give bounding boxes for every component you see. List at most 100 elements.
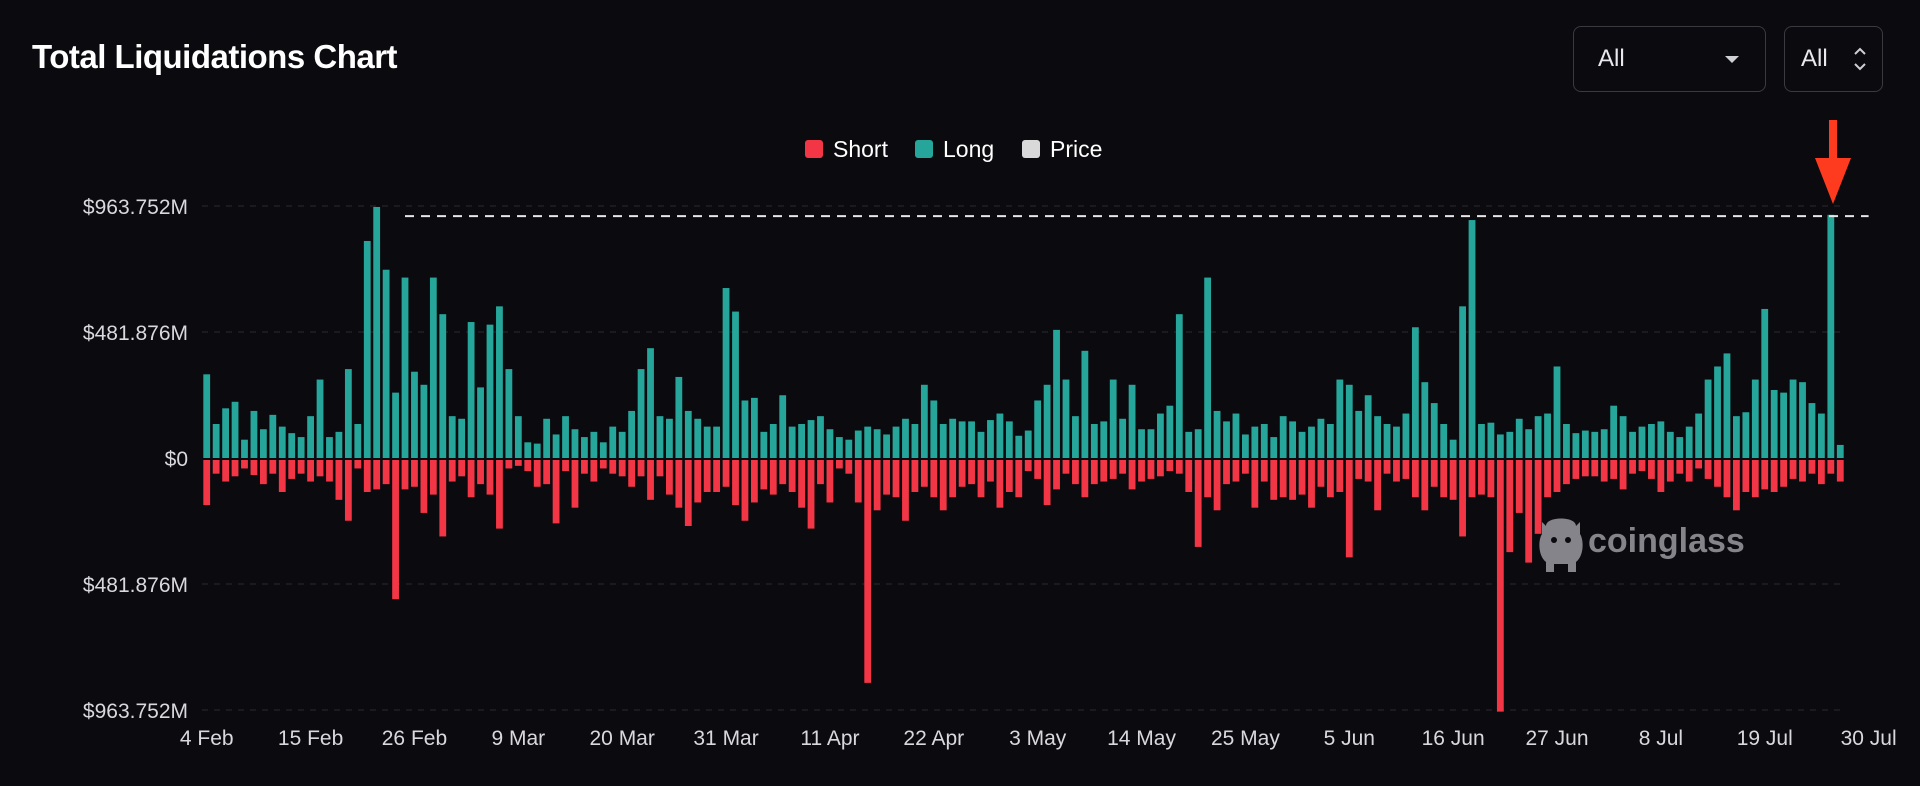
short-bar[interactable] <box>259 460 267 485</box>
long-bar[interactable] <box>288 433 296 458</box>
long-bar[interactable] <box>581 437 588 458</box>
short-bar[interactable] <box>647 460 654 500</box>
long-bar[interactable] <box>222 408 230 458</box>
short-bar[interactable] <box>1213 460 1221 511</box>
short-bar[interactable] <box>477 460 484 485</box>
long-bar[interactable] <box>477 387 484 458</box>
short-bar[interactable] <box>1544 460 1551 498</box>
short-bar[interactable] <box>883 460 890 495</box>
exchange-select[interactable]: All <box>1784 26 1883 92</box>
long-bar[interactable] <box>1430 403 1438 458</box>
short-bar[interactable] <box>807 460 815 529</box>
long-bar[interactable] <box>741 400 749 458</box>
long-bar[interactable] <box>363 240 371 458</box>
short-bar[interactable] <box>1487 460 1495 498</box>
long-bar[interactable] <box>807 420 815 458</box>
short-bar[interactable] <box>326 460 333 482</box>
long-bar[interactable] <box>1478 424 1485 458</box>
long-bar[interactable] <box>684 410 692 458</box>
long-bar[interactable] <box>203 374 211 458</box>
short-bar[interactable] <box>1666 460 1674 482</box>
long-bar[interactable] <box>533 443 541 458</box>
long-bar[interactable] <box>401 277 409 458</box>
long-bar[interactable] <box>1411 327 1419 458</box>
short-bar[interactable] <box>1043 460 1051 506</box>
short-bar[interactable] <box>1506 460 1514 553</box>
short-bar[interactable] <box>420 460 428 513</box>
short-bar[interactable] <box>401 460 409 490</box>
long-bar[interactable] <box>1232 413 1240 458</box>
short-bar[interactable] <box>779 460 787 485</box>
long-bar[interactable] <box>609 426 617 458</box>
short-bar[interactable] <box>439 460 447 537</box>
short-bar[interactable] <box>873 460 881 511</box>
long-bar[interactable] <box>958 421 966 458</box>
short-bar[interactable] <box>1034 460 1042 479</box>
long-bar[interactable] <box>1742 412 1750 458</box>
long-bar[interactable] <box>1090 424 1098 458</box>
short-bar[interactable] <box>505 460 513 469</box>
long-bar[interactable] <box>1393 426 1400 458</box>
long-bar[interactable] <box>977 431 985 458</box>
short-bar[interactable] <box>1317 460 1325 487</box>
short-bar[interactable] <box>1685 460 1693 482</box>
long-bar[interactable] <box>798 424 805 458</box>
short-bar[interactable] <box>1676 460 1684 474</box>
long-bar[interactable] <box>713 426 721 458</box>
short-bar[interactable] <box>514 460 522 466</box>
long-bar[interactable] <box>1223 421 1230 458</box>
short-bar[interactable] <box>1468 460 1476 498</box>
long-bar[interactable] <box>505 369 513 458</box>
short-bar[interactable] <box>392 460 399 600</box>
short-bar[interactable] <box>307 460 314 482</box>
long-bar[interactable] <box>552 434 560 458</box>
long-bar[interactable] <box>1761 308 1769 458</box>
short-bar[interactable] <box>212 460 220 474</box>
short-bar[interactable] <box>1591 460 1599 477</box>
short-bar[interactable] <box>826 460 834 503</box>
short-bar[interactable] <box>854 460 862 503</box>
short-bar[interactable] <box>845 460 853 474</box>
long-bar[interactable] <box>1383 424 1391 458</box>
long-bar[interactable] <box>1808 403 1816 458</box>
long-bar[interactable] <box>788 426 796 458</box>
short-bar[interactable] <box>1534 460 1542 534</box>
long-bar[interactable] <box>1298 431 1306 458</box>
long-bar[interactable] <box>1251 426 1259 458</box>
short-bar[interactable] <box>1175 460 1183 474</box>
long-bar[interactable] <box>1836 444 1844 458</box>
short-bar[interactable] <box>1619 460 1627 490</box>
long-bar[interactable] <box>750 397 758 458</box>
long-bar[interactable] <box>1827 214 1835 458</box>
long-bar[interactable] <box>1525 429 1533 458</box>
long-bar[interactable] <box>590 431 598 458</box>
long-bar[interactable] <box>1723 353 1731 458</box>
short-bar[interactable] <box>250 460 258 475</box>
short-bar[interactable] <box>1119 460 1127 474</box>
short-bar[interactable] <box>1147 460 1155 479</box>
long-bar[interactable] <box>1062 379 1070 458</box>
long-bar[interactable] <box>1553 366 1561 458</box>
long-bar[interactable] <box>496 306 503 458</box>
short-bar[interactable] <box>996 460 1004 508</box>
long-bar[interactable] <box>628 410 636 458</box>
short-bar[interactable] <box>1223 460 1230 485</box>
short-bar[interactable] <box>722 460 730 487</box>
long-bar[interactable] <box>1326 424 1334 458</box>
short-bar[interactable] <box>1308 460 1315 508</box>
short-bar[interactable] <box>1751 460 1759 498</box>
short-bar[interactable] <box>1695 460 1703 469</box>
short-bar[interactable] <box>1270 460 1278 500</box>
short-bar[interactable] <box>1138 460 1145 482</box>
short-bar[interactable] <box>1780 460 1788 487</box>
long-bar[interactable] <box>666 418 673 458</box>
long-bar[interactable] <box>1629 431 1636 458</box>
short-bar[interactable] <box>590 460 598 482</box>
long-bar[interactable] <box>373 206 381 458</box>
long-bar[interactable] <box>392 392 399 458</box>
long-bar[interactable] <box>987 420 994 458</box>
long-bar[interactable] <box>911 424 919 458</box>
long-bar[interactable] <box>514 416 522 458</box>
long-bar[interactable] <box>826 429 834 458</box>
short-bar[interactable] <box>467 460 475 498</box>
